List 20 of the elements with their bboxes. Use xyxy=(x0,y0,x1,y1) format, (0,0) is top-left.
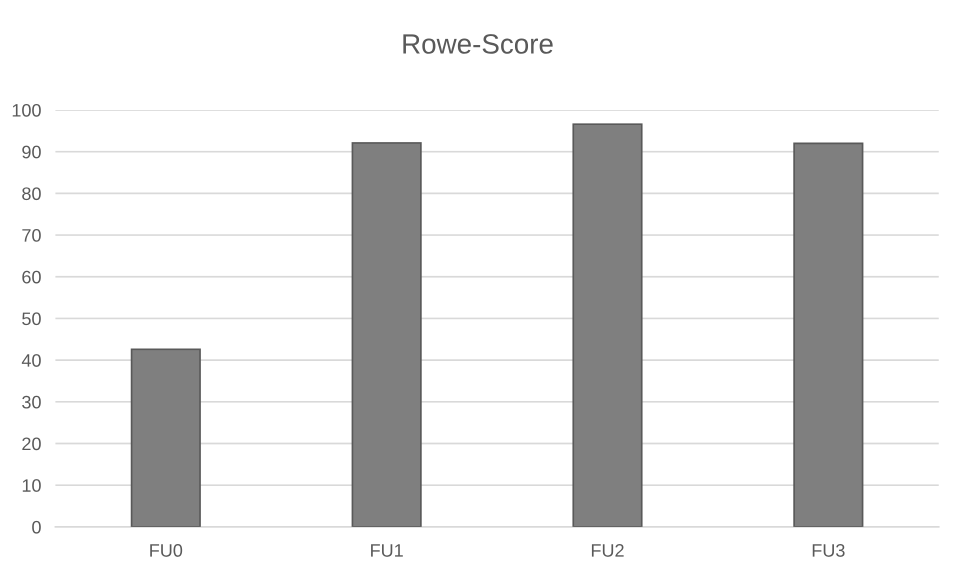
bar xyxy=(130,348,201,527)
y-tick-label: 80 xyxy=(22,187,41,200)
y-tick-label: 70 xyxy=(22,229,41,242)
y-tick-label: 60 xyxy=(22,270,41,284)
y-tick-label: 10 xyxy=(22,479,41,492)
bar xyxy=(793,142,864,527)
y-tick-label: 0 xyxy=(32,520,41,534)
y-tick-label: 30 xyxy=(22,396,41,409)
y-tick-label: 90 xyxy=(22,146,41,158)
x-tick-label: FU3 xyxy=(812,544,845,557)
x-tick-label: FU1 xyxy=(371,544,403,557)
y-tick-label: 40 xyxy=(22,354,41,367)
x-tick-label: FU0 xyxy=(150,544,182,557)
bar xyxy=(352,142,422,527)
bar xyxy=(572,123,643,527)
chart-title: Rowe-Score xyxy=(403,34,553,54)
y-tick-label: 50 xyxy=(22,312,41,326)
y-tick-label: 20 xyxy=(22,437,41,450)
x-tick-label: FU2 xyxy=(592,544,624,557)
y-tick-label: 100 xyxy=(12,104,41,117)
